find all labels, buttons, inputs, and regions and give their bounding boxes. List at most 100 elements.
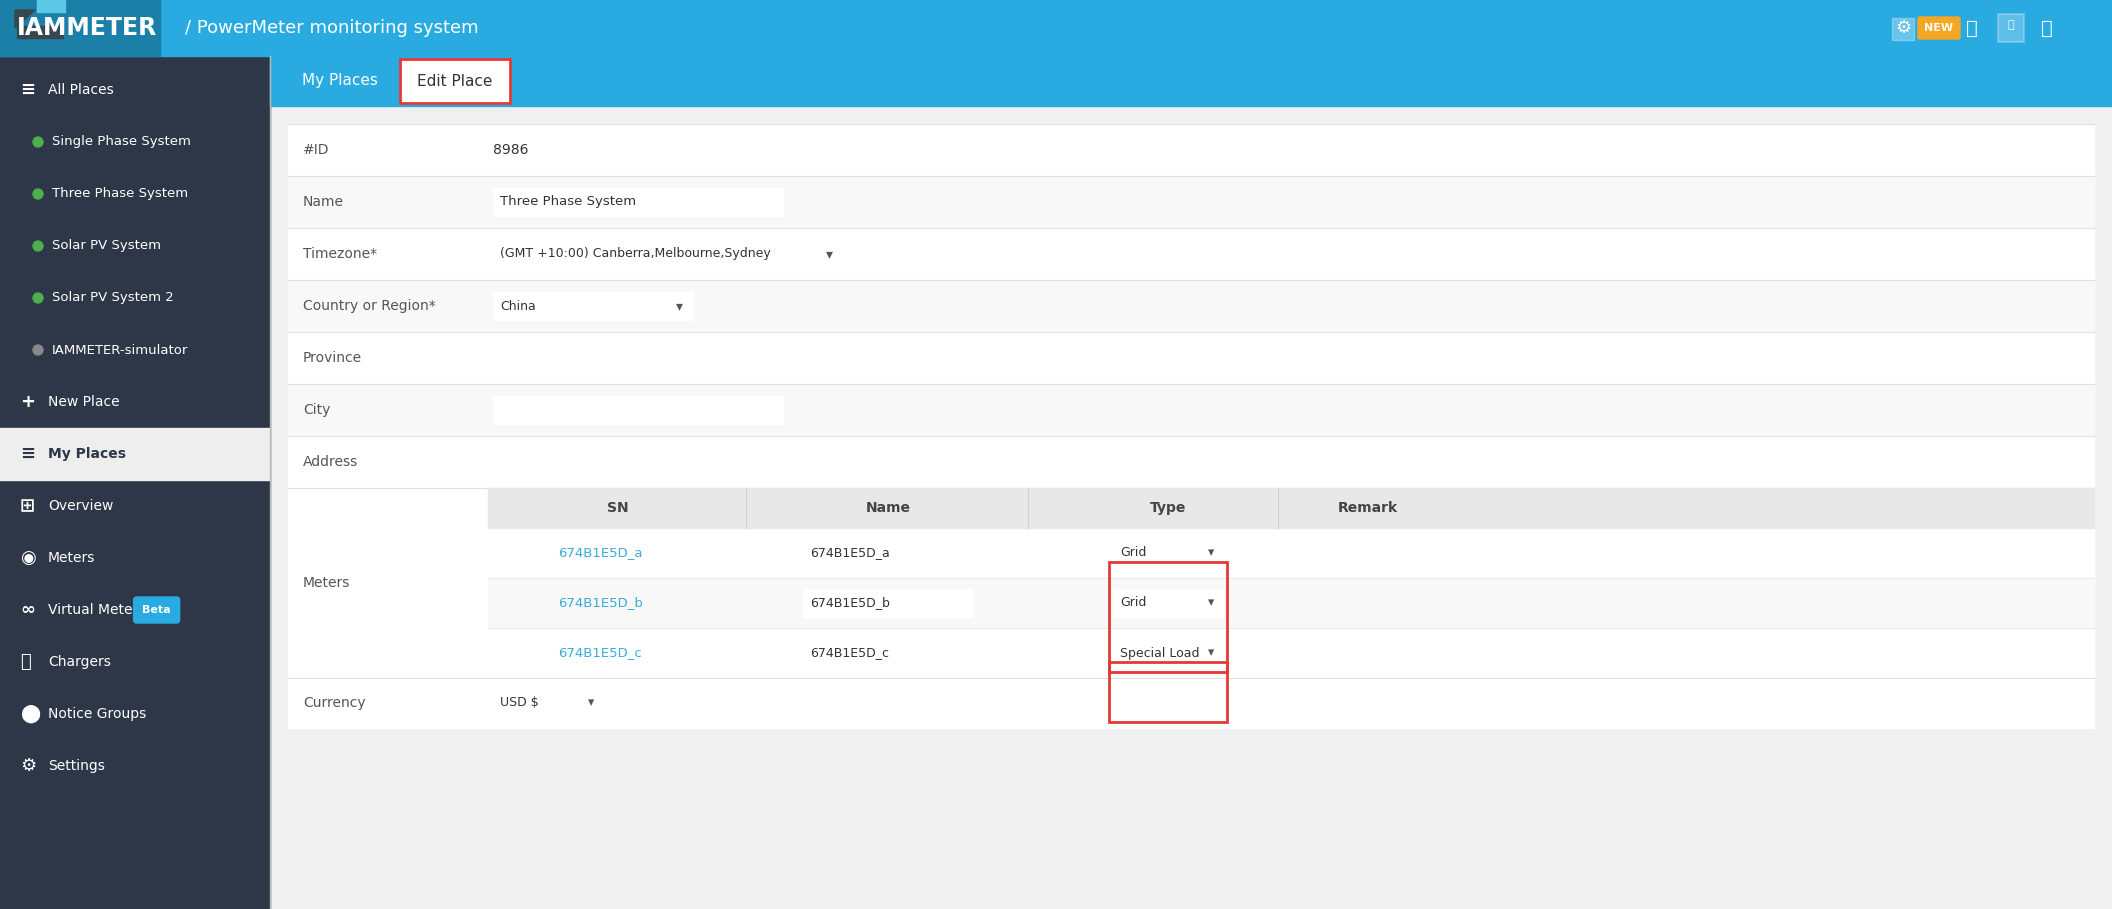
Bar — [1113, 639, 1223, 667]
Bar — [1998, 14, 2023, 42]
Text: Address: Address — [302, 455, 359, 469]
Bar — [270, 56, 2112, 106]
Text: Meters: Meters — [49, 551, 95, 565]
Bar — [399, 59, 509, 103]
Bar — [488, 578, 2093, 628]
Text: ⏻: ⏻ — [19, 653, 32, 671]
Text: New Place: New Place — [49, 395, 120, 409]
Text: Three Phase System: Three Phase System — [53, 187, 188, 201]
Bar — [492, 689, 604, 717]
Circle shape — [34, 345, 42, 355]
FancyBboxPatch shape — [133, 597, 180, 623]
Bar — [17, 26, 63, 38]
Circle shape — [34, 189, 42, 199]
Text: SN: SN — [606, 501, 629, 515]
Text: NEW: NEW — [1924, 23, 1954, 33]
Text: ▾: ▾ — [1208, 646, 1214, 660]
Text: +: + — [19, 393, 36, 411]
Bar — [1109, 562, 1227, 672]
Text: Grid: Grid — [1119, 546, 1147, 560]
Text: China: China — [501, 299, 536, 313]
Text: Remark: Remark — [1337, 501, 1398, 515]
Text: Special Load: Special Load — [1119, 646, 1200, 660]
Bar — [803, 589, 974, 617]
Text: 👤: 👤 — [2040, 18, 2053, 37]
Text: 🔔: 🔔 — [1966, 18, 1977, 37]
Text: My Places: My Places — [49, 447, 127, 461]
Text: 674B1E5D_b: 674B1E5D_b — [811, 596, 889, 610]
Bar — [0, 0, 161, 56]
Text: Province: Province — [302, 351, 361, 365]
Bar — [287, 436, 2093, 488]
Text: ▾: ▾ — [1208, 596, 1214, 610]
Bar — [0, 0, 2112, 56]
Text: Solar PV System: Solar PV System — [53, 239, 161, 253]
Text: Country or Region*: Country or Region* — [302, 299, 435, 313]
Text: 674B1E5D_b: 674B1E5D_b — [558, 596, 642, 610]
Bar — [1113, 589, 1223, 617]
Polygon shape — [15, 10, 36, 28]
Text: Grid: Grid — [1119, 596, 1147, 610]
Text: IAMMETER-simulator: IAMMETER-simulator — [53, 344, 188, 356]
Bar — [399, 59, 509, 103]
Text: Currency: Currency — [302, 696, 365, 710]
Bar — [287, 678, 2093, 728]
Text: ⬤: ⬤ — [19, 704, 40, 724]
Text: Notice Groups: Notice Groups — [49, 707, 146, 721]
Bar — [287, 384, 2093, 436]
Text: 674B1E5D_a: 674B1E5D_a — [558, 546, 642, 560]
Bar — [0, 56, 270, 909]
Text: (GMT +10:00) Canberra,Melbourne,Sydney: (GMT +10:00) Canberra,Melbourne,Sydney — [501, 247, 771, 261]
Text: ◉: ◉ — [19, 549, 36, 567]
Bar — [287, 176, 2093, 228]
Bar — [492, 396, 784, 424]
Bar — [803, 539, 974, 567]
Text: Type: Type — [1149, 501, 1187, 515]
Text: USD $: USD $ — [501, 696, 539, 710]
Text: Single Phase System: Single Phase System — [53, 135, 190, 148]
Text: Three Phase System: Three Phase System — [501, 195, 636, 208]
Text: ▾: ▾ — [676, 299, 682, 313]
Text: ⚙: ⚙ — [1894, 19, 1911, 37]
Text: Edit Place: Edit Place — [418, 74, 492, 88]
Text: #ID: #ID — [302, 143, 329, 157]
Text: Virtual Meter: Virtual Meter — [49, 603, 137, 617]
Text: 674B1E5D_c: 674B1E5D_c — [558, 646, 642, 660]
Text: ≡: ≡ — [19, 81, 36, 99]
Circle shape — [34, 241, 42, 251]
Text: 674B1E5D_a: 674B1E5D_a — [811, 546, 889, 560]
Bar — [1113, 539, 1223, 567]
Bar — [287, 332, 2093, 384]
Text: ∞: ∞ — [19, 601, 36, 619]
Bar — [492, 292, 693, 320]
Text: ⊞: ⊞ — [19, 497, 36, 515]
Text: Name: Name — [866, 501, 910, 515]
Bar — [287, 280, 2093, 332]
Text: ≡: ≡ — [19, 445, 36, 463]
Text: My Places: My Places — [302, 74, 378, 88]
Text: 8986: 8986 — [492, 143, 528, 157]
Bar — [492, 344, 784, 372]
Circle shape — [34, 293, 42, 303]
Text: ▾: ▾ — [1208, 546, 1214, 560]
Text: IAMMETER: IAMMETER — [17, 16, 156, 40]
Bar — [488, 628, 2093, 678]
Bar — [492, 240, 843, 268]
Bar — [0, 428, 270, 480]
Bar — [38, 0, 65, 12]
Bar — [492, 448, 784, 476]
Bar — [492, 188, 784, 216]
Text: 🌐: 🌐 — [2009, 20, 2015, 30]
Bar — [803, 639, 974, 667]
Text: ⚙: ⚙ — [19, 757, 36, 775]
Bar — [1892, 18, 1913, 40]
Bar — [287, 124, 2093, 176]
Text: Solar PV System 2: Solar PV System 2 — [53, 292, 173, 305]
Text: 674B1E5D_c: 674B1E5D_c — [811, 646, 889, 660]
Text: ▾: ▾ — [826, 247, 832, 261]
Text: City: City — [302, 403, 329, 417]
Text: Overview: Overview — [49, 499, 114, 513]
Circle shape — [34, 137, 42, 147]
Text: All Places: All Places — [49, 83, 114, 97]
Bar — [488, 488, 2093, 528]
